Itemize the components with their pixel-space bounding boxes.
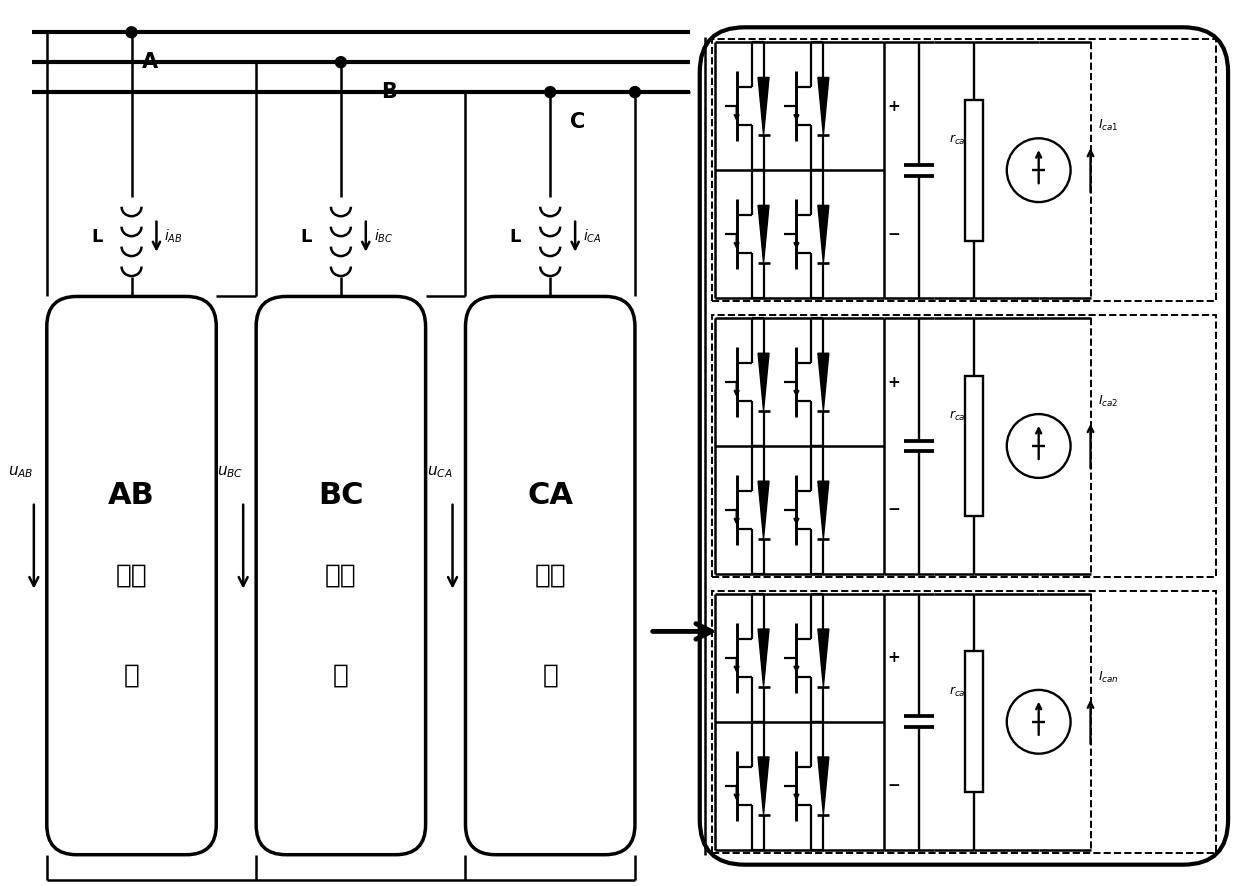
Text: $I_{ca1}$: $I_{ca1}$ [1099,118,1118,133]
Bar [965,376,983,517]
Bar [712,315,1216,577]
Text: $r_{can}$: $r_{can}$ [949,685,971,699]
FancyBboxPatch shape [257,297,425,855]
Text: $i_{AB}$: $i_{AB}$ [165,228,184,245]
Text: $r_{ca1}$: $r_{ca1}$ [949,133,971,147]
Text: $u_{CA}$: $u_{CA}$ [427,464,453,479]
Text: A: A [141,52,157,73]
Polygon shape [818,629,828,687]
Bar [965,651,983,792]
Polygon shape [758,206,769,263]
Text: $u_{BC}$: $u_{BC}$ [217,464,243,479]
Polygon shape [818,757,828,814]
Circle shape [335,57,346,67]
Text: L: L [300,228,311,245]
Text: +: + [888,375,900,390]
Text: 相链: 相链 [325,563,357,588]
Text: 相链: 相链 [115,563,148,588]
Polygon shape [758,77,769,135]
Text: C: C [570,112,585,132]
FancyBboxPatch shape [465,297,635,855]
Text: $r_{ca2}$: $r_{ca2}$ [949,409,971,424]
Text: −: − [888,502,900,517]
Polygon shape [758,629,769,687]
Bar [712,39,1216,301]
Circle shape [126,27,136,38]
Text: +: + [888,98,900,113]
Polygon shape [818,77,828,135]
Bar [712,591,1216,852]
Polygon shape [818,354,828,411]
Text: +: + [888,650,900,665]
Text: L: L [91,228,103,245]
Text: AB: AB [108,481,155,510]
Polygon shape [758,481,769,539]
Circle shape [630,87,640,97]
Text: $i_{CA}$: $i_{CA}$ [583,228,601,245]
Text: $u_{AB}$: $u_{AB}$ [9,464,33,479]
Bar [965,100,983,241]
Text: 相链: 相链 [534,563,567,588]
Text: 节: 节 [334,662,348,688]
Text: $i_{BC}$: $i_{BC}$ [373,228,393,245]
Text: BC: BC [319,481,363,510]
Text: 节: 节 [542,662,558,688]
Text: −: − [888,778,900,793]
Text: $I_{can}$: $I_{can}$ [1099,670,1120,685]
FancyBboxPatch shape [47,297,216,855]
Text: CA: CA [527,481,573,510]
Polygon shape [818,206,828,263]
Text: −: − [888,227,900,242]
Polygon shape [758,757,769,814]
Text: 节: 节 [124,662,139,688]
Text: $I_{ca2}$: $I_{ca2}$ [1099,394,1118,409]
Circle shape [544,87,556,97]
Text: L: L [510,228,521,245]
FancyBboxPatch shape [699,27,1228,865]
Polygon shape [818,481,828,539]
Text: B: B [381,82,397,102]
Polygon shape [758,354,769,411]
